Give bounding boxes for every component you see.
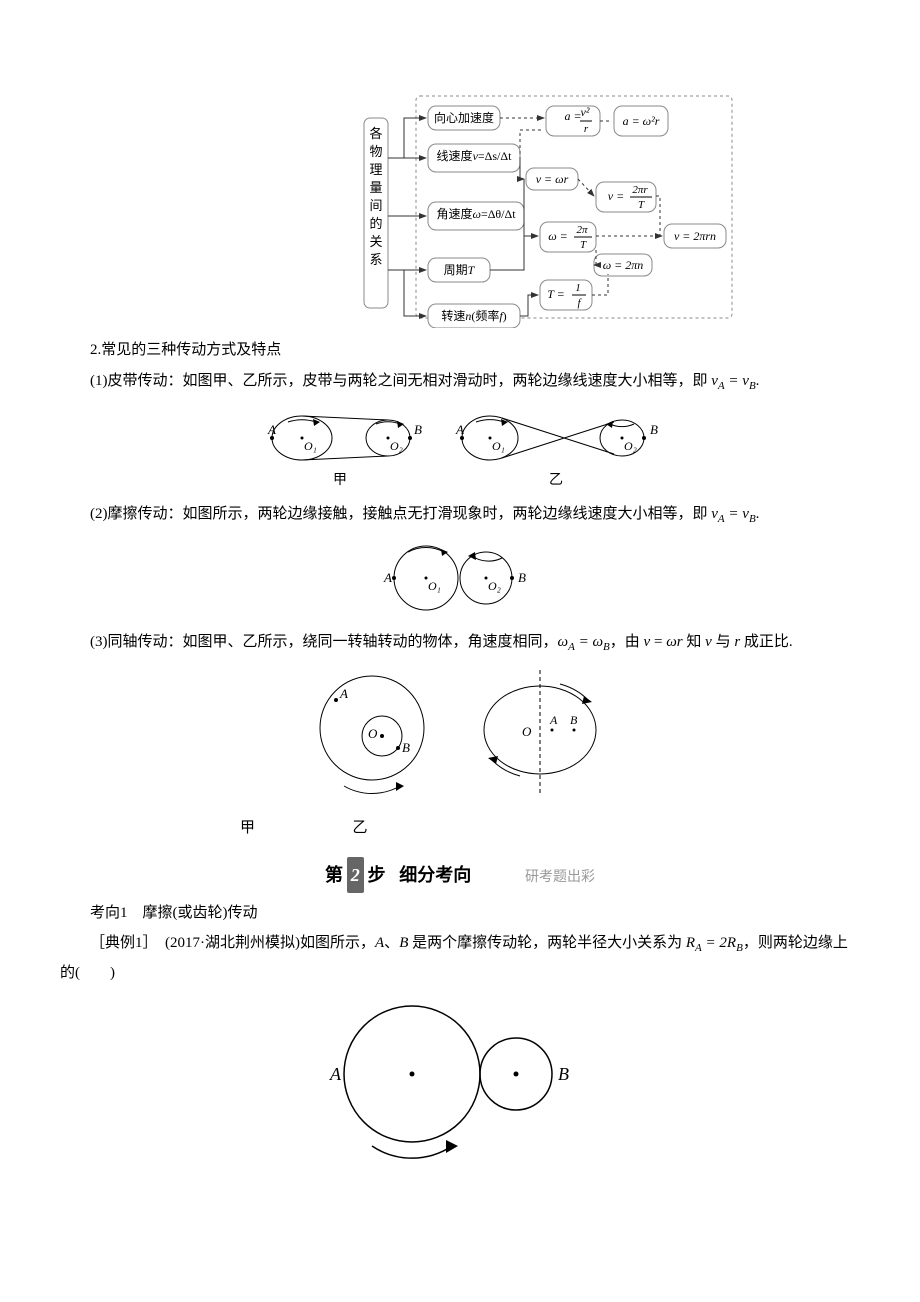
svg-text:A: A	[339, 686, 348, 701]
svg-text:2πr: 2πr	[632, 184, 648, 196]
svg-text:A: A	[329, 1064, 342, 1084]
svg-text:2π: 2π	[576, 224, 588, 236]
item-3: (3)同轴传动：如图甲、乙所示，绕同一转轴转动的物体，角速度相同，ωA = ωB…	[60, 628, 860, 658]
svg-text:B: B	[402, 740, 410, 755]
svg-text:v = ωr: v = ωr	[535, 172, 568, 186]
svg-text:B: B	[414, 422, 422, 437]
svg-text:间: 间	[369, 198, 382, 213]
svg-text:T: T	[637, 199, 644, 211]
svg-text:角速度ω=Δθ/Δt: 角速度ω=Δθ/Δt	[436, 206, 516, 221]
coaxial-label-left: 甲	[240, 820, 255, 836]
exam-heading: 考向1 摩擦(或齿轮)传动	[60, 899, 860, 928]
svg-text:的: 的	[369, 216, 382, 231]
item-2: (2)摩擦传动：如图所示，两轮边缘接触，接触点无打滑现象时，两轮边缘线速度大小相…	[60, 500, 860, 530]
svg-text:关: 关	[369, 234, 382, 249]
svg-text:B: B	[558, 1064, 569, 1084]
item1-formula: vA = vB	[711, 373, 755, 389]
flowchart-svg: 各 物 理 量 间 的 关 系 向心加速度 线速度v=Δs/Δt 角速度ω=Δθ…	[168, 88, 753, 328]
svg-text:B: B	[650, 422, 658, 437]
svg-text:A: A	[383, 570, 392, 585]
svg-text:O₁: O₁	[304, 439, 317, 453]
item1-text: (1)皮带传动：如图甲、乙所示，皮带与两轮之间无相对滑动时，两轮边缘线速度大小相…	[90, 373, 711, 389]
svg-text:O₂: O₂	[488, 579, 501, 593]
coaxial-label-right: 乙	[353, 820, 368, 836]
svg-text:O₁: O₁	[428, 579, 441, 593]
final-figure: A B	[60, 996, 860, 1166]
friction-figure: A B O₁ O₂	[60, 538, 860, 620]
svg-text:v = 2πrn: v = 2πrn	[673, 229, 715, 243]
step-right: 研考题出彩	[525, 870, 595, 885]
item-1: (1)皮带传动：如图甲、乙所示，皮带与两轮之间无相对滑动时，两轮边缘线速度大小相…	[60, 367, 860, 397]
svg-text:1: 1	[575, 282, 581, 294]
svg-text:O₂: O₂	[624, 439, 637, 453]
item3-formula: ωA = ωB	[558, 634, 610, 650]
step-bar: 第 2 步 细分考向 研考题出彩	[60, 857, 860, 893]
example-prefix: ［典例1］ (2017·湖北荆州模拟)如图所示，	[90, 935, 375, 951]
svg-text:乙: 乙	[549, 472, 563, 488]
svg-text:O₂: O₂	[390, 439, 403, 453]
svg-text:v =: v =	[607, 189, 623, 203]
svg-text:物: 物	[369, 144, 382, 159]
svg-text:O₁: O₁	[492, 439, 505, 453]
svg-text:量: 量	[369, 180, 382, 195]
step-prefix: 第	[325, 865, 343, 885]
svg-text:ω = 2πn: ω = 2πn	[602, 258, 643, 272]
svg-text:O: O	[522, 724, 532, 739]
step-step: 步	[368, 865, 386, 885]
svg-text:A: A	[267, 422, 276, 437]
svg-text:B: B	[518, 570, 526, 585]
svg-text:向心加速度: 向心加速度	[433, 110, 493, 125]
svg-text:T: T	[579, 239, 586, 251]
heading-2: 2.常见的三种传动方式及特点	[60, 336, 860, 365]
svg-text:T =: T =	[547, 287, 565, 301]
example-mid: 是两个摩擦传动轮，两轮半径大小关系为	[412, 935, 686, 951]
svg-text:线速度v=Δs/Δt: 线速度v=Δs/Δt	[436, 148, 512, 163]
svg-text:ω =: ω =	[548, 229, 568, 243]
svg-text:周期T: 周期T	[443, 263, 475, 277]
item3-tail: ，由 v = ωr 知 v 与 r 成正比.	[610, 634, 793, 650]
svg-text:甲: 甲	[333, 473, 347, 488]
svg-text:a =: a =	[564, 109, 581, 123]
svg-text:a = ω²r: a = ω²r	[622, 114, 659, 128]
coaxial-labels: 甲 乙	[60, 814, 860, 843]
item2-formula: vA = vB	[711, 506, 755, 522]
svg-text:A: A	[455, 422, 464, 437]
step-num: 2	[347, 857, 364, 893]
svg-text:A: A	[549, 713, 558, 727]
svg-text:理: 理	[369, 162, 382, 177]
example-1: ［典例1］ (2017·湖北荆州模拟)如图所示，A、B 是两个摩擦传动轮，两轮半…	[60, 929, 860, 987]
coaxial-figure: O A B O A B	[60, 666, 860, 806]
step-title: 细分考向	[399, 865, 471, 885]
item3-text: (3)同轴传动：如图甲、乙所示，绕同一转轴转动的物体，角速度相同，	[90, 634, 558, 650]
svg-text:B: B	[570, 713, 578, 727]
belt-figure: A B O₁ O₂ 甲 A B O₁ O₂	[60, 404, 860, 492]
svg-text:r: r	[583, 123, 588, 135]
svg-text:v²: v²	[580, 105, 589, 119]
root-1: 各	[369, 126, 382, 141]
item2-text: (2)摩擦传动：如图所示，两轮边缘接触，接触点无打滑现象时，两轮边缘线速度大小相…	[90, 506, 711, 522]
flowchart-container: 各 物 理 量 间 的 关 系 向心加速度 线速度v=Δs/Δt 角速度ω=Δθ…	[60, 88, 860, 328]
svg-text:O: O	[368, 726, 378, 741]
svg-text:转速n(频率f): 转速n(频率f)	[441, 308, 506, 323]
svg-text:系: 系	[369, 252, 382, 267]
